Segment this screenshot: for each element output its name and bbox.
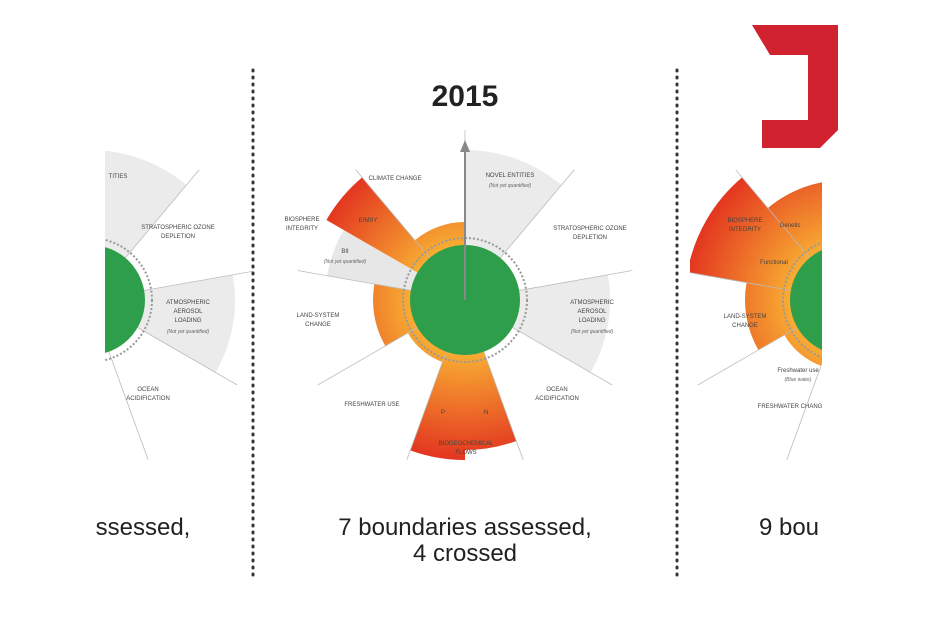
right-panel: [690, 169, 930, 460]
note: (Not yet quantified): [167, 329, 210, 335]
center-labels: CLIMATE CHANGE NOVEL ENTITIES (Not yet q…: [284, 173, 626, 456]
label: LOADING: [174, 318, 201, 324]
safe-zone: [105, 247, 145, 353]
zone-ring: [105, 238, 153, 362]
note: (Not yet quantified): [489, 183, 532, 189]
label: Freshwater use: [777, 368, 819, 374]
label: P: [441, 410, 445, 416]
label: INTEGRITY: [286, 226, 318, 232]
label: FRESHWATER CHANGE: [758, 404, 827, 410]
spoke: [845, 170, 930, 300]
label: Functional: [760, 260, 788, 266]
label: FLOWS: [455, 450, 476, 456]
arrow-head: [460, 140, 470, 152]
label: ATMOSPHERIC: [166, 300, 210, 306]
spoke: [845, 270, 930, 300]
label: TITIES: [109, 174, 128, 180]
label: BIOSPHERE: [284, 217, 319, 223]
caption: 7 boundaries assessed,: [338, 514, 592, 541]
spoke: [32, 300, 90, 460]
label: OCEAN: [546, 387, 567, 393]
spoke: [845, 300, 930, 385]
label: ACIDIFICATION: [126, 396, 170, 402]
safe-zone: [790, 250, 822, 350]
label: CLIMATE CHANGE: [369, 176, 422, 182]
note: (Blue water): [785, 377, 812, 383]
label: FRESHWATER USE: [344, 402, 399, 408]
left-panel: [0, 150, 253, 460]
sector: [690, 177, 822, 296]
label: BIOSPHERE: [727, 218, 762, 224]
zone-ring: [402, 237, 528, 363]
label: LAND-SYSTEM: [724, 314, 767, 320]
note: (Not yet quantified): [571, 329, 614, 335]
label: DEPLETION: [161, 234, 195, 240]
label: ACIDIFICATION: [535, 396, 579, 402]
spoke: [786, 362, 822, 460]
right-labels: BIOSPHERE INTEGRITY Genetic Functional L…: [724, 218, 827, 410]
caption: 9 bou: [759, 514, 819, 541]
caption: ssessed,: [96, 514, 191, 541]
label: OCEAN: [137, 387, 158, 393]
label: ATMOSPHERIC: [570, 300, 614, 306]
spoke: [0, 170, 90, 300]
title: 2015: [432, 80, 499, 113]
caption: 4 crossed: [413, 540, 517, 567]
label: N: [484, 410, 488, 416]
label: Genetic: [780, 223, 801, 229]
spoke: [845, 300, 903, 460]
label: BIOGEOCHEMICAL: [439, 441, 494, 447]
label: INTEGRITY: [729, 227, 761, 233]
label: LAND-SYSTEM: [297, 313, 340, 319]
logo: [752, 25, 838, 148]
label: AEROSOL: [577, 309, 607, 315]
left-labels: TITIES STRATOSPHERIC OZONE DEPLETION ATM…: [109, 174, 215, 402]
center-panel: [297, 130, 633, 460]
label: E/MSY: [359, 218, 378, 224]
spoke: [105, 340, 149, 460]
label: DEPLETION: [573, 235, 607, 241]
label: CHANGE: [305, 322, 331, 328]
spoke: [735, 169, 822, 274]
label: BII: [341, 249, 349, 255]
label: STRATOSPHERIC OZONE: [141, 225, 214, 231]
label: NOVEL ENTITIES: [486, 173, 535, 179]
note: (Not yet quantified): [324, 259, 367, 265]
label: LOADING: [578, 318, 605, 324]
label: STRATOSPHERIC OZONE: [553, 226, 626, 232]
label: CHANGE: [732, 323, 758, 329]
spoke: [0, 270, 90, 300]
label: AEROSOL: [173, 309, 203, 315]
spoke: [0, 300, 90, 385]
